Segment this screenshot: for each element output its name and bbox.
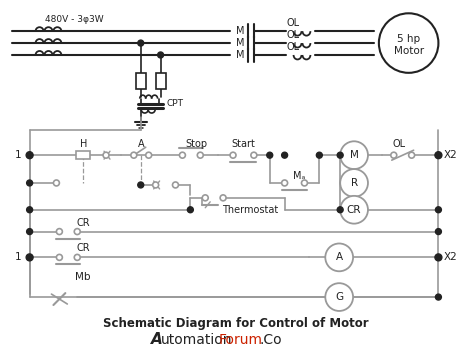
Text: Motor: Motor (394, 46, 424, 56)
Text: CR: CR (76, 218, 90, 228)
Circle shape (26, 180, 33, 186)
Text: X2: X2 (444, 252, 457, 262)
Circle shape (187, 207, 194, 213)
Text: CR: CR (347, 205, 362, 215)
Text: OL: OL (287, 30, 300, 40)
Text: M: M (236, 50, 244, 60)
Circle shape (179, 152, 185, 158)
Circle shape (267, 152, 273, 158)
Circle shape (197, 152, 203, 158)
Circle shape (57, 255, 62, 260)
Text: Start: Start (231, 139, 255, 149)
Circle shape (172, 182, 178, 188)
Text: Stop: Stop (185, 139, 207, 149)
Circle shape (435, 152, 442, 159)
Text: A: A (336, 252, 343, 262)
Circle shape (340, 196, 368, 223)
Circle shape (26, 228, 33, 235)
Text: 480V - 3φ3W: 480V - 3φ3W (45, 15, 103, 24)
Circle shape (436, 228, 441, 235)
Text: A: A (137, 139, 144, 149)
Circle shape (436, 294, 441, 300)
Circle shape (138, 182, 143, 188)
Text: R: R (351, 178, 358, 188)
Circle shape (436, 207, 441, 213)
Text: CR: CR (76, 243, 90, 253)
Text: M: M (350, 150, 359, 160)
Text: M: M (236, 26, 244, 36)
Circle shape (230, 152, 236, 158)
Text: OL: OL (392, 139, 405, 149)
Circle shape (325, 243, 353, 271)
Text: G: G (335, 292, 343, 302)
Circle shape (340, 169, 368, 197)
Circle shape (202, 195, 208, 201)
Circle shape (282, 152, 287, 158)
Circle shape (138, 40, 143, 46)
Text: 5 hp: 5 hp (397, 34, 420, 44)
Circle shape (220, 195, 226, 201)
Circle shape (379, 13, 438, 73)
Circle shape (57, 228, 62, 235)
Text: Forum: Forum (218, 333, 262, 347)
Text: 1: 1 (15, 252, 21, 262)
Circle shape (251, 152, 257, 158)
Bar (156, 73, 166, 89)
Circle shape (26, 152, 33, 159)
Text: Thermostat: Thermostat (222, 205, 278, 215)
Circle shape (325, 283, 353, 311)
Circle shape (131, 152, 137, 158)
Text: OL: OL (287, 42, 300, 52)
Bar (136, 73, 146, 89)
Text: H: H (79, 139, 87, 149)
Circle shape (340, 141, 368, 169)
Text: OL: OL (287, 18, 300, 28)
Bar (76, 151, 90, 159)
Text: M: M (236, 38, 244, 48)
Circle shape (152, 182, 159, 188)
Circle shape (409, 152, 414, 158)
Circle shape (302, 180, 307, 186)
Text: A: A (151, 332, 162, 347)
Circle shape (316, 152, 322, 158)
Circle shape (26, 207, 33, 213)
Text: X2: X2 (444, 150, 457, 160)
Text: utomation: utomation (160, 333, 232, 347)
Text: Mb: Mb (76, 272, 91, 282)
Text: Schematic Diagram for Control of Motor: Schematic Diagram for Control of Motor (103, 317, 369, 330)
Text: 1: 1 (15, 150, 21, 160)
Circle shape (282, 180, 287, 186)
Circle shape (158, 52, 164, 58)
Circle shape (103, 152, 109, 158)
Circle shape (26, 254, 33, 261)
Circle shape (74, 255, 80, 260)
Circle shape (337, 207, 343, 213)
Circle shape (337, 152, 343, 158)
Circle shape (74, 228, 80, 235)
Circle shape (53, 180, 59, 186)
Circle shape (435, 254, 442, 261)
Circle shape (391, 152, 397, 158)
Text: CPT: CPT (167, 99, 184, 108)
Circle shape (146, 152, 152, 158)
Text: Mₐ: Mₐ (294, 171, 306, 181)
Text: .Co: .Co (260, 333, 282, 347)
